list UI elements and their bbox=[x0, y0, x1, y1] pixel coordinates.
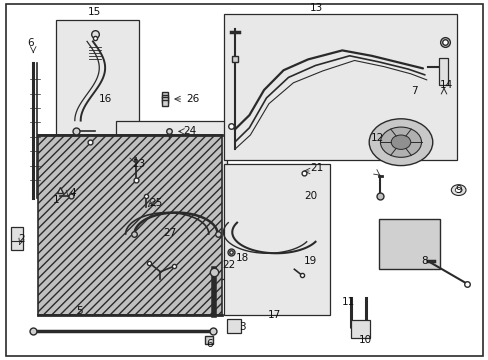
Bar bbox=[350, 320, 369, 338]
Text: 10: 10 bbox=[359, 335, 371, 345]
Text: 27: 27 bbox=[163, 228, 177, 238]
Bar bbox=[378, 219, 439, 269]
Text: 26: 26 bbox=[186, 94, 200, 104]
Text: 14: 14 bbox=[438, 80, 452, 90]
Text: 3: 3 bbox=[238, 322, 245, 332]
Bar bbox=[38, 135, 222, 315]
Text: 2: 2 bbox=[19, 234, 25, 244]
Text: 19: 19 bbox=[303, 256, 317, 266]
Bar bbox=[116, 121, 227, 279]
Text: 12: 12 bbox=[370, 132, 384, 143]
Circle shape bbox=[390, 135, 410, 149]
Circle shape bbox=[368, 119, 432, 166]
Text: 24: 24 bbox=[183, 126, 196, 136]
Bar bbox=[224, 14, 456, 160]
Text: 16: 16 bbox=[98, 94, 112, 104]
Text: 17: 17 bbox=[267, 310, 281, 320]
Circle shape bbox=[454, 188, 461, 193]
Text: 13: 13 bbox=[309, 3, 323, 13]
Text: 23: 23 bbox=[132, 159, 146, 169]
Bar bbox=[11, 227, 23, 250]
Text: 25: 25 bbox=[148, 198, 162, 208]
Text: 15: 15 bbox=[87, 6, 101, 17]
Text: 22: 22 bbox=[222, 260, 235, 270]
Bar bbox=[227, 319, 241, 333]
Text: 11: 11 bbox=[341, 297, 354, 307]
Bar bbox=[224, 164, 329, 315]
Text: 18: 18 bbox=[235, 253, 248, 264]
Bar bbox=[56, 20, 139, 157]
Text: 6: 6 bbox=[205, 339, 212, 349]
Text: 5: 5 bbox=[76, 306, 82, 316]
Text: 7: 7 bbox=[410, 86, 417, 96]
Circle shape bbox=[450, 185, 465, 195]
Text: 9: 9 bbox=[454, 185, 461, 195]
Text: 6: 6 bbox=[27, 38, 34, 48]
Bar bbox=[438, 58, 447, 85]
Text: 21: 21 bbox=[309, 163, 323, 174]
Text: 1: 1 bbox=[53, 195, 60, 205]
Circle shape bbox=[380, 127, 421, 157]
Text: 20: 20 bbox=[304, 191, 316, 201]
Text: 8: 8 bbox=[420, 256, 427, 266]
Text: 4: 4 bbox=[69, 188, 76, 198]
